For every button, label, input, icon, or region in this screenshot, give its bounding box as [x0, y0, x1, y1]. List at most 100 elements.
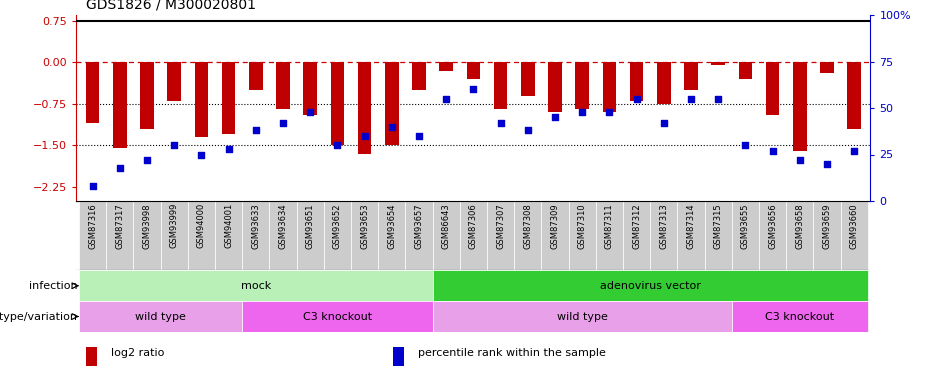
Bar [215, 201, 242, 270]
Bar [759, 201, 786, 270]
Bar [277, 62, 290, 110]
Text: C3 knockout: C3 knockout [303, 312, 372, 321]
Point [846, 148, 861, 154]
Bar [141, 62, 154, 129]
Bar [405, 201, 433, 270]
Bar [766, 62, 779, 115]
Bar [168, 62, 181, 101]
Text: mock: mock [241, 281, 271, 291]
Point [656, 120, 671, 126]
Point [547, 114, 562, 120]
Text: GSM93655: GSM93655 [741, 203, 749, 249]
Text: GSM87312: GSM87312 [632, 203, 641, 249]
Point [86, 183, 101, 189]
Point [765, 148, 780, 154]
Text: GSM86643: GSM86643 [441, 203, 451, 249]
Bar [738, 62, 752, 79]
Text: GSM87308: GSM87308 [523, 203, 533, 249]
Text: GSM93659: GSM93659 [822, 203, 831, 249]
Bar [814, 201, 841, 270]
Bar [79, 270, 433, 301]
Bar [548, 62, 561, 112]
Point [194, 152, 209, 157]
Text: GSM93998: GSM93998 [142, 203, 152, 249]
Point [738, 142, 753, 148]
Bar [188, 201, 215, 270]
Text: GSM93651: GSM93651 [305, 203, 315, 249]
Bar [249, 62, 263, 90]
Bar [86, 347, 97, 366]
Bar [433, 301, 732, 332]
Bar [304, 62, 317, 115]
Text: wild type: wild type [135, 312, 186, 321]
Point [113, 165, 128, 171]
Bar [521, 62, 534, 96]
Text: GSM94001: GSM94001 [224, 203, 233, 248]
Bar [324, 201, 351, 270]
Point [222, 146, 236, 152]
Bar [351, 201, 378, 270]
Bar [113, 62, 127, 148]
Point [276, 120, 290, 126]
Point [140, 157, 155, 163]
Text: percentile rank within the sample: percentile rank within the sample [418, 348, 606, 358]
Point [629, 96, 644, 102]
Bar [596, 201, 623, 270]
Bar [378, 201, 405, 270]
Bar [269, 201, 297, 270]
Point [819, 161, 834, 167]
Bar [575, 62, 589, 110]
Bar [820, 62, 834, 73]
Text: C3 knockout: C3 knockout [765, 312, 834, 321]
Text: GSM93657: GSM93657 [414, 203, 424, 249]
Text: GDS1826 / M300020801: GDS1826 / M300020801 [86, 0, 256, 11]
Text: log2 ratio: log2 ratio [111, 348, 164, 358]
Bar [623, 201, 650, 270]
Bar [242, 301, 433, 332]
Text: GSM93999: GSM93999 [169, 203, 179, 249]
Bar [514, 201, 542, 270]
Text: GSM87314: GSM87314 [686, 203, 695, 249]
Point [303, 109, 317, 115]
Text: GSM93633: GSM93633 [251, 203, 261, 249]
Text: GSM87316: GSM87316 [88, 203, 97, 249]
Point [602, 109, 617, 115]
Text: GSM87309: GSM87309 [550, 203, 560, 249]
Bar [433, 270, 868, 301]
Bar [393, 347, 404, 366]
Bar [678, 201, 705, 270]
Text: GSM93656: GSM93656 [768, 203, 777, 249]
Text: GSM94000: GSM94000 [197, 203, 206, 248]
Text: adenovirus vector: adenovirus vector [600, 281, 701, 291]
Bar [732, 301, 868, 332]
Text: wild type: wild type [557, 312, 608, 321]
Bar [705, 201, 732, 270]
Bar [79, 301, 242, 332]
Bar [133, 201, 161, 270]
Point [249, 128, 263, 134]
Bar [106, 201, 133, 270]
Text: GSM93660: GSM93660 [850, 203, 858, 249]
Text: GSM93653: GSM93653 [360, 203, 369, 249]
Text: GSM87307: GSM87307 [496, 203, 506, 249]
Bar [602, 62, 616, 112]
Bar [684, 62, 698, 90]
Bar [297, 201, 324, 270]
Bar [161, 201, 188, 270]
Text: GSM93652: GSM93652 [333, 203, 342, 249]
Bar [569, 201, 596, 270]
Bar [385, 62, 398, 146]
Bar [629, 62, 643, 101]
Bar [493, 62, 507, 110]
Bar [412, 62, 425, 90]
Bar [195, 62, 209, 137]
Text: GSM87313: GSM87313 [659, 203, 668, 249]
Bar [460, 201, 487, 270]
Point [167, 142, 182, 148]
Text: GSM87317: GSM87317 [115, 203, 125, 249]
Point [466, 86, 480, 92]
Bar [786, 201, 814, 270]
Bar [439, 62, 453, 70]
Bar [650, 201, 678, 270]
Bar [732, 201, 759, 270]
